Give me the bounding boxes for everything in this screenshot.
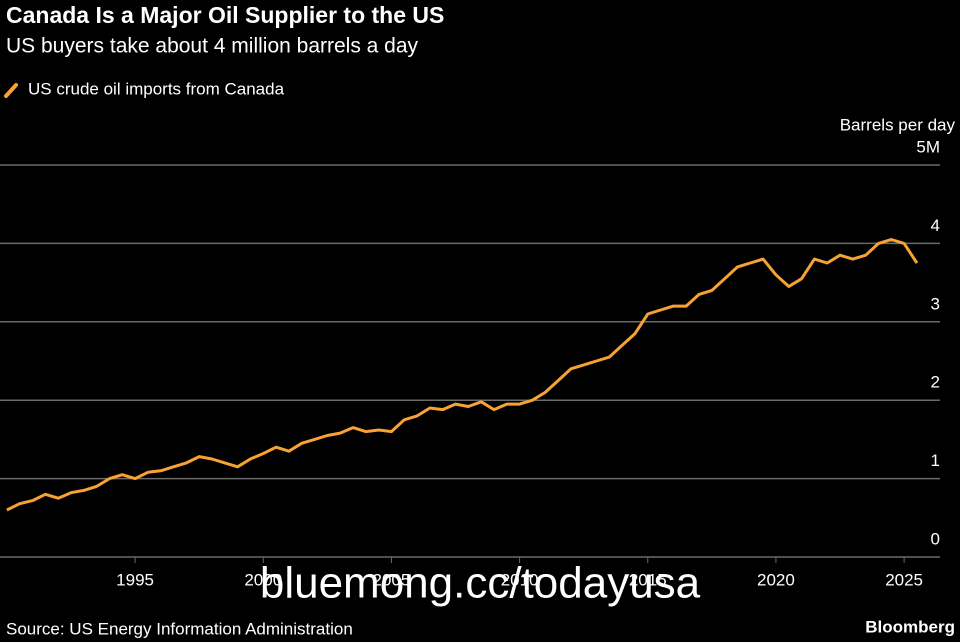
y-tick-label: 2 bbox=[931, 373, 940, 392]
legend-swatch bbox=[4, 83, 18, 98]
x-tick-label: 2010 bbox=[501, 570, 539, 589]
y-tick-label: 1 bbox=[931, 451, 940, 470]
data-line bbox=[6, 238, 919, 512]
x-tick-label: 2005 bbox=[373, 570, 411, 589]
y-tick-label: 3 bbox=[931, 294, 940, 313]
watermark: bluemong.cc/todayusa bbox=[260, 559, 701, 608]
source: Source: US Energy Information Administra… bbox=[6, 619, 353, 638]
chart-title: Canada Is a Major Oil Supplier to the US bbox=[6, 2, 444, 28]
x-tick-label: 2000 bbox=[244, 570, 282, 589]
x-tick-label: 1995 bbox=[116, 570, 154, 589]
x-tick-label: 2020 bbox=[757, 570, 795, 589]
y-tick-label: 4 bbox=[931, 216, 940, 235]
y-axis-label: Barrels per day bbox=[840, 115, 956, 134]
x-tick-label: 2025 bbox=[885, 570, 923, 589]
brand: Bloomberg bbox=[865, 617, 955, 636]
legend-label: US crude oil imports from Canada bbox=[28, 79, 285, 98]
x-tick-label: 2015 bbox=[629, 570, 667, 589]
y-tick-label: 0 bbox=[931, 529, 940, 548]
chart-subtitle: US buyers take about 4 million barrels a… bbox=[6, 35, 419, 58]
y-tick-label: 5M bbox=[916, 137, 940, 156]
